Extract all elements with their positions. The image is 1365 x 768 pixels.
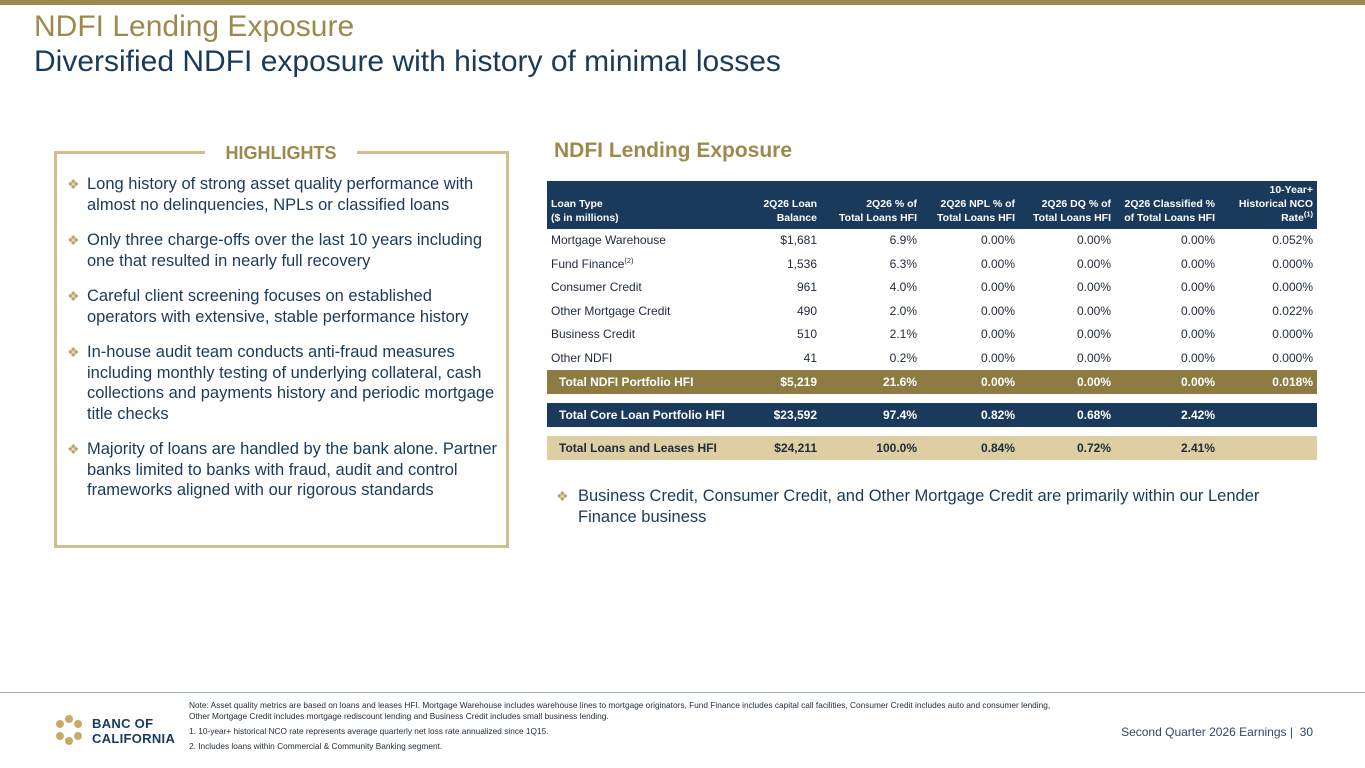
table-row: Consumer Credit 961 4.0% 0.00% 0.00% 0.00% 0.0… (551, 280, 1313, 294)
top-accent-bar (0, 0, 1365, 5)
col-header-loan-type: Loan Type ($ in millions) (551, 198, 619, 224)
table-row-total-ndfi: Total NDFI Portfolio HFI $5,219 21.6% 0.… (547, 370, 1317, 394)
list-item: ❖ Careful client screening focuses on est… (67, 287, 469, 326)
list-item: ❖ Majority of loans are handled by the ba… (67, 440, 498, 499)
list-item: ❖ In-house audit team conducts anti-fraud… (67, 343, 495, 423)
page-label: Second Quarter 2026 Earnings | (1121, 725, 1293, 739)
table-row-total-core: Total Core Loan Portfolio HFI $23,592 97… (547, 403, 1317, 427)
exposure-title: NDFI Lending Exposure (554, 139, 793, 162)
footnote-note: Note: Asset quality metrics are based on… (189, 700, 1051, 721)
page-number: 30 (1299, 725, 1313, 739)
diamond-bullet-icon: ❖ (67, 441, 80, 457)
logo-mark-icon (56, 715, 82, 745)
col-header-nco: 10-Year+ Historical NCO Rate(1) (1238, 184, 1313, 224)
table-header: Loan Type ($ in millions) 2Q26 Loan Balanc… (547, 181, 1317, 229)
table-row: Mortgage Warehouse $1,681 6.9% 0.00% 0.00% 0.… (551, 233, 1313, 247)
company-logo: BANC OF CALIFORNIA (52, 713, 192, 747)
diamond-bullet-icon: ❖ (67, 344, 80, 360)
highlights-title: HIGHLIGHTS (225, 143, 337, 163)
diamond-bullet-icon: ❖ (67, 176, 80, 192)
diamond-bullet-icon: ❖ (67, 232, 80, 248)
table-row: Business Credit 510 2.1% 0.00% 0.00% 0.00% 0.0… (551, 327, 1313, 341)
footer-divider (0, 692, 1365, 693)
table-row: Fund Finance(2) 1,536 6.3% 0.00% 0.00% 0.00% 0… (551, 255, 1313, 271)
col-header-npl: 2Q26 NPL % of Total Loans HFI (937, 198, 1015, 224)
footnotes: Note: Asset quality metrics are based on… (189, 700, 1069, 756)
col-header-balance: 2Q26 Loan Balance (763, 198, 817, 224)
page-subtitle: Diversified NDFI exposure with history o… (34, 45, 781, 78)
list-item: ❖ Only three charge-offs over the last 10… (67, 231, 482, 270)
col-header-dq: 2Q26 DQ % of Total Loans HFI (1033, 198, 1111, 224)
footnote-2: 2. Includes loans within Commercial & Co… (189, 741, 443, 751)
lender-finance-note: ❖ Business Credit, Consumer Credit, and … (556, 487, 1260, 526)
logo-wordmark: BANC OF CALIFORNIA (92, 716, 176, 746)
table-row-total-loans: Total Loans and Leases HFI $24,211 100.0… (547, 436, 1317, 460)
diamond-bullet-icon: ❖ (67, 288, 80, 304)
exposure-table: Loan Type ($ in millions) 2Q26 Loan Balanc… (547, 181, 1317, 460)
table-row: Other NDFI 41 0.2% 0.00% 0.00% 0.00% 0.000% (551, 350, 1313, 365)
footnote-1: 1. 10-year+ historical NCO rate represen… (189, 726, 549, 736)
col-header-classified: 2Q26 Classified % of Total Loans HFI (1124, 198, 1215, 224)
highlights-panel: HIGHLIGHTS ❖ Long history of strong asset… (54, 141, 509, 548)
page-info: Second Quarter 2026 Earnings | 30 (1121, 725, 1313, 739)
highlights-header: HIGHLIGHTS (57, 141, 506, 165)
highlights-list: ❖ Long history of strong asset quality pe… (67, 174, 497, 516)
diamond-bullet-icon: ❖ (556, 488, 569, 504)
list-item: ❖ Long history of strong asset quality pe… (67, 175, 474, 214)
col-header-pct: 2Q26 % of Total Loans HFI (839, 198, 917, 224)
page-title: NDFI Lending Exposure (34, 10, 355, 43)
table-row: Other Mortgage Credit 490 2.0% 0.00% 0.00% 0.… (551, 303, 1313, 318)
